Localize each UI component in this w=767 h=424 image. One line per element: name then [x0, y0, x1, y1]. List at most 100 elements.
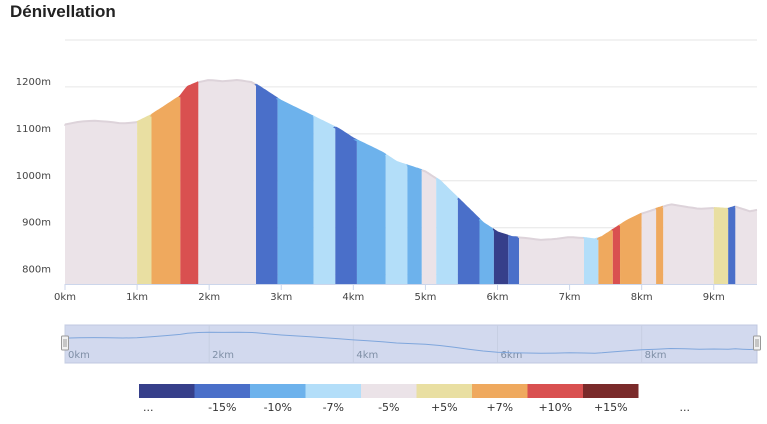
x-tick-label: 4km	[342, 292, 364, 303]
legend-label-6: +7%	[486, 401, 513, 414]
legend-swatch-8	[583, 384, 639, 398]
grade-segment-0	[65, 120, 138, 284]
legend-label-8: +15%	[594, 401, 628, 414]
profile-edge-11	[406, 164, 423, 172]
navigator[interactable]: 0km 2km 4km 6km 8km	[61, 324, 761, 364]
grade-segment-20	[598, 230, 613, 284]
legend-swatch-3	[305, 384, 361, 398]
profile-edge-21	[611, 224, 621, 231]
grade-segment-25	[663, 204, 714, 284]
grade-segment-21	[612, 225, 621, 284]
navigator-series-line	[64, 331, 758, 354]
profile-edge-22	[618, 212, 643, 227]
profile-edge-28	[734, 205, 758, 213]
navigator-tick-label: 4km	[356, 350, 378, 361]
grade-segment-10	[385, 155, 408, 284]
profile-edge-6	[276, 97, 315, 118]
grade-segment-5	[256, 84, 278, 284]
grade-segment-24	[656, 206, 664, 284]
profile-edge-18	[517, 236, 585, 241]
x-tick-label: 1km	[126, 292, 148, 303]
navigator-tick-label: 2km	[212, 350, 234, 361]
grade-segment-26	[713, 208, 729, 284]
legend-label-3: -7%	[323, 401, 344, 414]
x-tick-label: 5km	[414, 292, 436, 303]
x-axis: 0km 1km 2km 3km 4km 5km 6km 7km 8km 9km	[54, 284, 757, 303]
legend-label-4: -5%	[378, 401, 399, 414]
grade-segment-9	[356, 140, 386, 284]
navigator-handle-left[interactable]	[61, 335, 69, 351]
grade-segment-28	[735, 206, 757, 284]
y-tick-label: 1100m	[16, 124, 51, 135]
y-axis: 800m 900m 1000m 1100m 1200m	[16, 77, 51, 276]
grade-segment-14	[457, 198, 480, 284]
x-tick-label: 2km	[198, 292, 220, 303]
y-tick-label: 900m	[22, 218, 51, 229]
navigator-tick-label: 0km	[68, 350, 90, 361]
x-tick-label: 3km	[270, 292, 292, 303]
grade-segment-3	[180, 82, 199, 284]
grade-segment-15	[479, 219, 494, 284]
grade-segment-7	[313, 116, 336, 284]
profile-edge-20	[596, 229, 614, 240]
grade-segment-11	[407, 165, 422, 284]
legend-label-5: +5%	[431, 401, 458, 414]
profile-edge-17	[507, 234, 520, 239]
legend: ... -15% -10% -7% -5% +5% +7% +10% +15%...	[139, 384, 690, 414]
legend-label-7: +10%	[538, 401, 572, 414]
navigator-tick-label: 6km	[501, 350, 523, 361]
grade-segment-27	[728, 206, 736, 284]
y-tick-label: 800m	[22, 265, 51, 276]
profile-edge-14	[457, 197, 481, 221]
profile-edge-26	[713, 207, 729, 210]
legend-swatch-6	[472, 384, 528, 398]
x-tick-label: 9km	[703, 292, 725, 303]
grade-segment-16	[493, 230, 509, 284]
profile-edge-7	[312, 115, 336, 129]
profile-edge-0	[64, 119, 138, 126]
legend-swatch-4	[361, 384, 417, 398]
y-tick-label: 1000m	[16, 171, 51, 182]
grade-segment-23	[641, 208, 657, 284]
grade-segments	[64, 78, 758, 285]
profile-edge-4	[197, 78, 257, 86]
profile-edge-27	[727, 205, 736, 210]
y-tick-label: 1200m	[16, 77, 51, 88]
chart-title: Dénivellation	[10, 2, 116, 21]
profile-edge-2	[150, 95, 181, 117]
grade-segment-18	[519, 237, 584, 284]
profile-edge-25	[662, 203, 714, 210]
x-tick-label: 6km	[487, 292, 509, 303]
grade-segment-19	[584, 238, 599, 284]
legend-label-1: -15%	[208, 401, 236, 414]
grade-segment-1	[137, 115, 152, 284]
navigator-handle-right[interactable]	[753, 335, 761, 351]
legend-swatch-5	[416, 384, 472, 398]
profile-edge-19	[583, 236, 599, 241]
legend-label-9: ...	[680, 401, 691, 414]
profile-edge-13	[435, 177, 459, 200]
grade-segment-2	[151, 96, 181, 284]
grade-segment-12	[421, 170, 437, 284]
profile-edge-1	[136, 114, 152, 123]
grade-segment-6	[277, 98, 314, 284]
legend-swatch-2	[250, 384, 306, 398]
grade-segment-22	[620, 213, 642, 284]
profile-edge-8	[332, 126, 358, 142]
profile-edge-12	[421, 169, 437, 180]
profile-edge-9	[353, 139, 387, 156]
x-tick-label: 8km	[631, 292, 653, 303]
profile-edge-10	[384, 154, 408, 167]
navigator-tick-label: 8km	[645, 350, 667, 361]
profile-edge-16	[492, 228, 509, 237]
x-tick-label: 0km	[54, 292, 76, 303]
legend-swatch-1	[194, 384, 250, 398]
grade-segment-4	[198, 80, 257, 284]
legend-label-0: ...	[143, 401, 154, 414]
profile-edge-23	[641, 207, 657, 215]
legend-swatch-7	[527, 384, 583, 398]
legend-label-2: -10%	[264, 401, 292, 414]
grade-segment-8	[335, 127, 357, 285]
x-tick-label: 7km	[559, 292, 581, 303]
profile-edge-15	[478, 218, 495, 231]
